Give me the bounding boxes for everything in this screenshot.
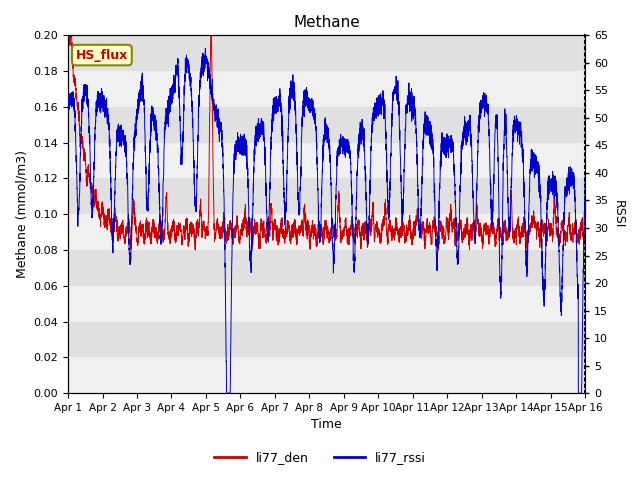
Bar [68,357,585,393]
Bar [68,322,585,357]
Bar [68,143,585,179]
Bar [68,107,585,143]
Bar [68,286,585,322]
Bar [68,250,585,286]
X-axis label: Time: Time [311,419,342,432]
Title: Methane: Methane [293,15,360,30]
Y-axis label: Methane (mmol/m3): Methane (mmol/m3) [15,150,28,278]
Bar [68,36,585,71]
Bar [68,214,585,250]
Y-axis label: RSSI: RSSI [612,200,625,228]
Bar [68,71,585,107]
Text: HS_flux: HS_flux [76,48,128,61]
Legend: li77_den, li77_rssi: li77_den, li77_rssi [209,446,431,469]
Bar [68,179,585,214]
